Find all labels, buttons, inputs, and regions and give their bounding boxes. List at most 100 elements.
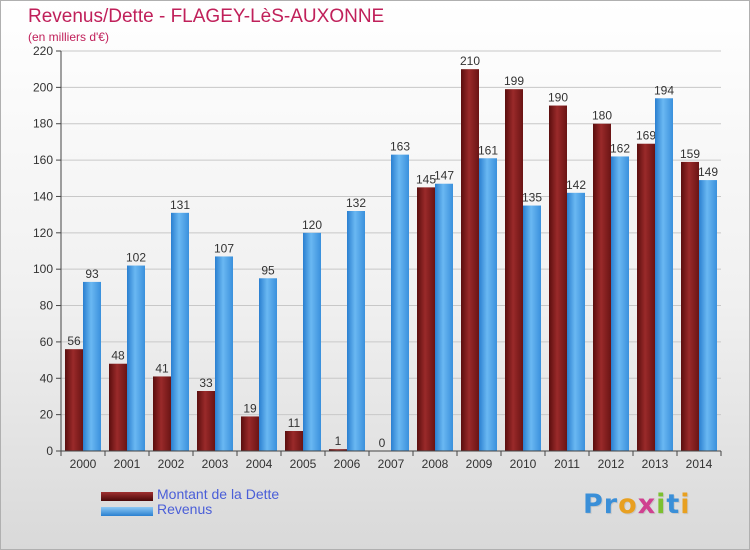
value-label-dette: 11: [288, 416, 301, 430]
bar-revenus: [171, 212, 189, 451]
x-tick-label: 2005: [290, 457, 317, 471]
x-tick-label: 2004: [246, 457, 273, 471]
x-tick-label: 2014: [686, 457, 713, 471]
bar-revenus: [655, 98, 673, 451]
legend-swatch-revenus: [101, 507, 153, 516]
logo-letter: t: [666, 489, 681, 520]
value-label-revenus: 102: [126, 251, 146, 265]
value-label-dette: 180: [592, 109, 612, 123]
y-tick-label: 40: [40, 371, 54, 385]
y-tick-label: 180: [33, 117, 53, 131]
x-tick-label: 2003: [202, 457, 229, 471]
y-tick-label: 60: [40, 335, 54, 349]
value-label-dette: 159: [680, 147, 700, 161]
logo-letter: x: [637, 489, 657, 520]
y-tick-label: 140: [33, 189, 53, 203]
x-tick-label: 2011: [554, 457, 580, 471]
bar-revenus: [479, 158, 497, 452]
bar-revenus: [127, 265, 145, 451]
bar-dette: [109, 363, 127, 451]
bar-dette: [197, 391, 215, 451]
proxiti-logo: Proxiti: [583, 489, 691, 520]
y-tick-label: 80: [40, 299, 54, 313]
logo-letter: r: [603, 489, 619, 520]
value-label-revenus: 149: [698, 165, 718, 179]
bar-revenus: [435, 183, 453, 451]
bars: 5693481024113133107199511120113201631451…: [65, 54, 718, 452]
value-label-dette: 56: [67, 334, 81, 348]
bar-dette: [285, 431, 303, 451]
bar-revenus: [215, 256, 233, 451]
bar-revenus: [699, 180, 717, 451]
value-label-dette: 33: [199, 376, 213, 390]
value-label-dette: 19: [243, 401, 257, 415]
value-label-revenus: 161: [478, 143, 498, 157]
value-label-revenus: 194: [654, 83, 674, 97]
value-label-dette: 169: [636, 129, 656, 143]
x-axis: 2000 2001 2002 2003 2004 2005 2006 2007 2008 2009…: [60, 450, 722, 471]
value-label-dette: 145: [416, 172, 436, 186]
bar-dette: [329, 449, 347, 451]
bar-dette: [505, 89, 523, 451]
value-label-revenus: 107: [214, 241, 234, 255]
y-tick-label: 220: [33, 44, 53, 58]
x-tick-label: 2006: [334, 457, 361, 471]
legend-label-revenus: Revenus: [157, 501, 213, 517]
x-tick-label: 2010: [510, 457, 537, 471]
bar-dette: [593, 123, 611, 452]
value-label-revenus: 162: [610, 141, 630, 155]
value-label-revenus: 120: [302, 218, 322, 232]
chart-subtitle: (en milliers d'€): [28, 30, 109, 44]
value-label-dette: 199: [504, 74, 524, 88]
logo-letter: i: [656, 489, 667, 520]
logo-letter: P: [583, 489, 604, 520]
bar-revenus: [347, 211, 365, 451]
bar-revenus: [567, 192, 585, 451]
value-label-dette: 48: [111, 349, 125, 363]
bar-dette: [417, 187, 435, 451]
x-tick-label: 2013: [642, 457, 669, 471]
bar-dette: [549, 105, 567, 451]
value-label-revenus: 132: [346, 196, 366, 210]
y-tick-label: 120: [33, 226, 53, 240]
y-tick-label: 200: [33, 80, 53, 94]
logo-letter: o: [618, 489, 638, 520]
y-axis: 0 20 40 60 80 100 120 140 160 180 200 220: [33, 44, 62, 458]
value-label-revenus: 142: [566, 178, 586, 192]
value-label-dette: 210: [460, 54, 480, 68]
bar-dette: [153, 376, 171, 451]
bar-revenus: [523, 205, 541, 451]
x-tick-label: 2008: [422, 457, 449, 471]
legend-label-dette: Montant de la Dette: [157, 486, 280, 502]
value-label-dette: 41: [155, 361, 169, 375]
logo-letter: i: [680, 489, 691, 520]
bar-dette: [241, 416, 259, 451]
value-label-revenus: 163: [390, 140, 410, 154]
x-tick-label: 2009: [466, 457, 493, 471]
value-label-revenus: 147: [434, 169, 454, 183]
bar-revenus: [391, 154, 409, 452]
x-tick-label: 2012: [598, 457, 625, 471]
x-tick-label: 2007: [378, 457, 405, 471]
bar-revenus: [259, 278, 277, 451]
bar-revenus: [83, 281, 101, 451]
x-tick-label: 2002: [158, 457, 185, 471]
bar-revenus: [611, 156, 629, 452]
value-label-dette: 1: [335, 434, 342, 448]
value-label-revenus: 95: [261, 263, 275, 277]
value-label-revenus: 93: [85, 267, 99, 281]
chart-title: Revenus/Dette - FLAGEY-LèS-AUXONNE: [28, 6, 385, 27]
value-label-dette: 190: [548, 91, 568, 105]
y-tick-label: 20: [40, 408, 54, 422]
y-tick-label: 100: [33, 262, 53, 276]
legend-swatch-dette: [101, 492, 153, 501]
bar-dette: [637, 143, 655, 451]
value-label-dette: 0: [379, 436, 386, 450]
y-tick-label: 0: [46, 444, 53, 458]
bar-revenus: [303, 232, 321, 451]
bar-dette: [65, 349, 83, 451]
bar-dette: [681, 161, 699, 451]
x-tick-label: 2001: [114, 457, 141, 471]
